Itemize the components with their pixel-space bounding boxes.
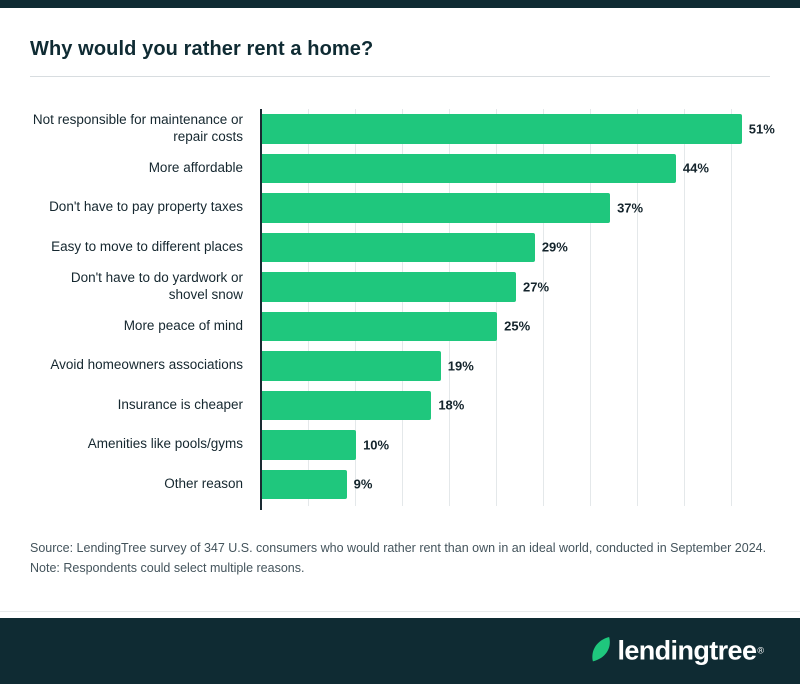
bar-track: 19% xyxy=(262,346,770,386)
chart-row: Easy to move to different places 29% xyxy=(30,228,770,268)
bar-track: 51% xyxy=(262,109,775,149)
bar-track: 10% xyxy=(262,425,770,465)
category-label: Don't have to do yardwork or shovel snow xyxy=(70,269,243,302)
bar xyxy=(262,193,611,223)
category-label: Not responsible for maintenance or repai… xyxy=(32,111,243,144)
value-label: 18% xyxy=(438,397,465,413)
chart-row: Insurance is cheaper 18% xyxy=(30,386,770,426)
bar xyxy=(262,351,441,381)
chart-row: Amenities like pools/gyms 10% xyxy=(30,425,770,465)
lendingtree-logo: lendingtree ® xyxy=(589,636,764,667)
value-label: 19% xyxy=(447,358,474,374)
value-label: 25% xyxy=(504,318,531,334)
bar-track: 18% xyxy=(262,386,770,426)
bar xyxy=(262,272,516,302)
bar-track: 27% xyxy=(262,267,770,307)
top-brand-strip xyxy=(0,0,800,8)
chart-y-axis xyxy=(260,109,262,510)
category-label: Amenities like pools/gyms xyxy=(87,436,243,452)
source-note: Source: LendingTree survey of 347 U.S. c… xyxy=(30,541,767,575)
value-label: 27% xyxy=(523,279,550,295)
value-label: 9% xyxy=(353,476,373,492)
footer-divider xyxy=(0,611,800,612)
bar xyxy=(262,114,742,144)
title-divider xyxy=(30,76,770,77)
registered-mark: ® xyxy=(757,645,764,656)
category-label: Avoid homeowners associations xyxy=(50,357,243,373)
category-label: Don't have to pay property taxes xyxy=(49,199,243,215)
chart-row: Other reason 9% xyxy=(30,465,770,505)
category-label: Easy to move to different places xyxy=(51,238,243,254)
leaf-icon xyxy=(592,636,611,661)
bar-track: 9% xyxy=(262,465,770,505)
footer-bar: lendingtree ® xyxy=(0,618,800,684)
value-label: 37% xyxy=(617,200,644,216)
bar-chart: Not responsible for maintenance or repai… xyxy=(30,109,775,510)
bar-track: 37% xyxy=(262,188,770,228)
chart-row: Avoid homeowners associations 19% xyxy=(30,346,770,386)
value-label: 44% xyxy=(682,160,709,176)
chart-row: More affordable 44% xyxy=(30,149,770,189)
bar-track: 44% xyxy=(262,149,770,189)
chart-row: More peace of mind 25% xyxy=(30,307,770,347)
category-label: More affordable xyxy=(148,159,243,175)
bar xyxy=(262,311,498,341)
chart-row: Not responsible for maintenance or repai… xyxy=(30,109,775,149)
logo-wordmark: lendingtree xyxy=(617,635,757,666)
bar-track: 25% xyxy=(262,307,770,347)
header: Why would you rather rent a home? xyxy=(0,38,800,77)
chart-row: Don't have to do yardwork or shovel snow… xyxy=(30,267,770,307)
value-label: 29% xyxy=(541,239,568,255)
chart-plot: Not responsible for maintenance or repai… xyxy=(30,109,775,505)
bar xyxy=(262,430,357,460)
bar-track: 29% xyxy=(262,228,770,268)
page-title: Why would you rather rent a home? xyxy=(30,38,374,60)
bar xyxy=(262,469,347,499)
category-label: Other reason xyxy=(164,475,243,491)
value-label: 10% xyxy=(363,437,390,453)
chart-row: Don't have to pay property taxes 37% xyxy=(30,188,770,228)
bar xyxy=(262,390,432,420)
bar xyxy=(262,232,535,262)
value-label: 51% xyxy=(748,121,775,137)
category-label: Insurance is cheaper xyxy=(117,396,243,412)
bar xyxy=(262,153,676,183)
category-label: More peace of mind xyxy=(123,317,243,333)
